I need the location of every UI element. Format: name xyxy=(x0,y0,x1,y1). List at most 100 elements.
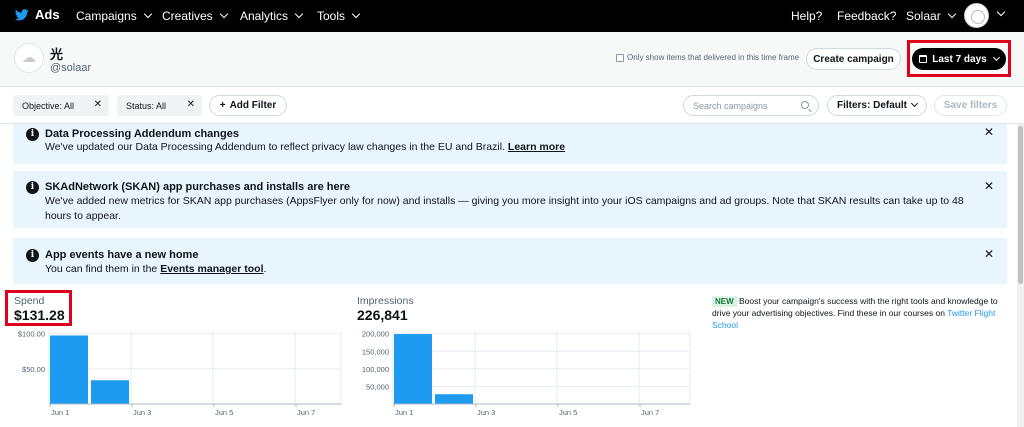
y-tick-label: 200,000 xyxy=(362,330,389,339)
chevron-down-icon xyxy=(910,99,919,108)
filters-default-label: Filters: Default xyxy=(836,100,907,111)
notice-title: Data Processing Addendum changes xyxy=(45,128,239,140)
chevron-down-icon xyxy=(219,9,228,19)
notice-text: You can find them in the xyxy=(45,263,158,275)
status-filter-chip[interactable]: Status: All ✕ xyxy=(117,95,202,116)
checkbox-icon[interactable] xyxy=(616,53,624,62)
close-icon[interactable]: ✕ xyxy=(983,247,994,261)
impressions-chart: 50,000 100,000 150,000 200,000 Jun 1 Jun 3 Jun… xyxy=(362,330,691,417)
x-tick-label: Jun 5 xyxy=(559,408,577,417)
objective-filter-label: Objective: All xyxy=(22,100,75,111)
account-handle: @solaar xyxy=(50,62,92,74)
page-scrollbar[interactable] xyxy=(1017,124,1024,427)
notice-body: We've updated our Data Processing Addend… xyxy=(45,140,985,155)
nav-analytics-label: Analytics xyxy=(240,9,289,23)
y-tick-label: $50.00 xyxy=(22,365,45,374)
nav-creatives-label: Creatives xyxy=(162,9,213,23)
create-campaign-button[interactable]: Create campaign xyxy=(806,48,901,70)
bar xyxy=(91,380,129,404)
plus-icon: + xyxy=(219,100,226,111)
x-tick-label: Jun 5 xyxy=(215,408,233,417)
x-tick-label: Jun 7 xyxy=(297,408,315,417)
x-tick-label: Jun 3 xyxy=(133,408,151,417)
feedback-label: Feedback? xyxy=(837,9,897,23)
learn-more-link[interactable]: Learn more xyxy=(507,141,566,153)
chevron-down-icon xyxy=(294,9,304,19)
calendar-icon xyxy=(919,55,928,63)
twitter-bird-icon xyxy=(15,8,29,20)
promo-body: Boost your campaign's success with the r… xyxy=(712,296,998,318)
notice-skan: i SKAdNetwork (SKAN) app purchases and i… xyxy=(13,171,1007,228)
notice-text-end: . xyxy=(263,263,267,275)
bar xyxy=(394,334,432,404)
search-input[interactable]: Search campaigns xyxy=(683,95,819,116)
date-range-button[interactable]: Last 7 days xyxy=(912,48,1006,70)
bar xyxy=(435,394,473,404)
spend-value: $131.28 xyxy=(14,307,65,323)
y-tick-label: 100,000 xyxy=(362,365,389,374)
close-icon[interactable]: ✕ xyxy=(983,179,994,193)
avatar[interactable] xyxy=(964,3,989,28)
impressions-label: Impressions xyxy=(357,295,414,307)
nav-tools-label: Tools xyxy=(317,9,346,23)
y-tick-label: 150,000 xyxy=(362,347,389,356)
filter-bar: Objective: All ✕ Status: All ✕ + Add Fil… xyxy=(0,87,1024,124)
add-filter-button[interactable]: + Add Filter xyxy=(209,95,287,116)
only-show-label: Only show items that delivered in this t… xyxy=(627,53,800,62)
help-link[interactable]: Help? xyxy=(791,9,822,23)
search-placeholder: Search campaigns xyxy=(693,100,768,111)
add-filter-label: Add Filter xyxy=(229,100,277,111)
notice-title: App events have a new home xyxy=(45,249,199,261)
chevron-down-icon xyxy=(947,9,956,19)
search-icon xyxy=(801,101,809,109)
user-name: Solaar xyxy=(906,9,941,23)
filters-default-button[interactable]: Filters: Default xyxy=(827,95,927,116)
nav-campaigns-label: Campaigns xyxy=(76,9,137,23)
x-tick-label: Jun 1 xyxy=(51,408,69,417)
highlight-box xyxy=(907,40,1011,77)
y-tick-label: 50,000 xyxy=(366,382,389,391)
close-icon[interactable]: ✕ xyxy=(186,99,195,110)
promo-text: Boost your campaign's success with the r… xyxy=(712,295,1010,331)
close-icon[interactable]: ✕ xyxy=(93,99,102,110)
notice-dpa: i Data Processing Addendum changes We've… xyxy=(13,124,1007,164)
x-tick-label: Jun 3 xyxy=(477,408,495,417)
nav-analytics[interactable]: Analytics xyxy=(240,9,304,23)
highlight-box xyxy=(5,290,72,326)
save-filters-button[interactable]: Save filters xyxy=(934,95,1007,116)
ads-home-link[interactable]: Ads xyxy=(15,7,60,22)
notice-body: You can find them in the Events manager … xyxy=(45,262,985,277)
chevron-down-icon xyxy=(351,9,361,19)
scrollbar-thumb[interactable] xyxy=(1018,126,1023,284)
impressions-value: 226,841 xyxy=(357,307,408,323)
objective-filter-chip[interactable]: Objective: All ✕ xyxy=(13,95,109,116)
flight-school-link[interactable]: Twitter Flight School xyxy=(712,308,996,330)
spend-label: Spend xyxy=(14,295,45,307)
top-nav: Ads Campaigns Creatives Analytics Tools … xyxy=(0,0,1024,32)
notice-app-events: i App events have a new home You can fin… xyxy=(13,238,1007,284)
notice-title: SKAdNetwork (SKAN) app purchases and ins… xyxy=(45,181,351,193)
avatar-glyph-icon: ☁ xyxy=(22,49,36,65)
info-icon: i xyxy=(26,128,39,141)
date-range-label: Last 7 days xyxy=(932,53,987,65)
new-badge: NEW xyxy=(712,296,737,307)
close-icon[interactable]: ✕ xyxy=(983,125,994,139)
only-show-delivered-checkbox[interactable]: Only show items that delivered in this t… xyxy=(616,53,799,62)
feedback-link[interactable]: Feedback? xyxy=(837,9,896,23)
y-tick-label: $100.00 xyxy=(18,330,45,339)
chevron-down-icon xyxy=(992,53,1000,61)
x-tick-label: Jun 7 xyxy=(641,408,659,417)
nav-tools[interactable]: Tools xyxy=(317,9,361,23)
notice-text: We've updated our Data Processing Addend… xyxy=(45,141,505,153)
user-menu[interactable]: Solaar xyxy=(906,9,956,23)
events-manager-link[interactable]: Events manager tool xyxy=(160,263,264,275)
chevron-down-icon xyxy=(143,9,152,19)
x-tick-label: Jun 1 xyxy=(395,408,413,417)
brand-label: Ads xyxy=(35,7,60,22)
chevron-down-icon[interactable] xyxy=(996,7,1006,17)
account-name: 光 xyxy=(50,47,64,62)
status-filter-label: Status: All xyxy=(126,100,167,111)
nav-creatives[interactable]: Creatives xyxy=(162,9,228,23)
nav-campaigns[interactable]: Campaigns xyxy=(76,9,152,23)
help-label: Help? xyxy=(791,9,823,23)
